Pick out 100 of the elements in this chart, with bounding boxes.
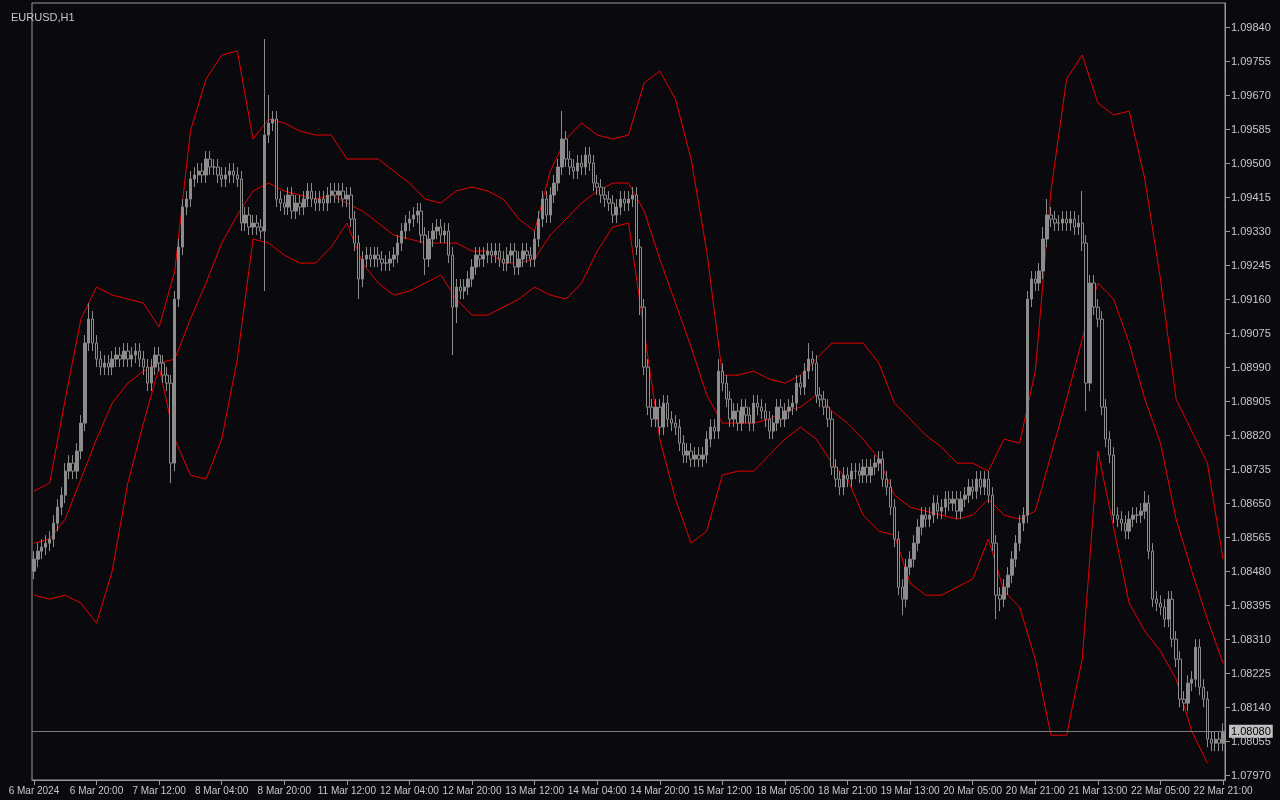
candlestick	[932, 494, 935, 524]
x-tick-label: 18 Mar 21:00	[818, 784, 878, 796]
candlestick	[44, 534, 47, 556]
candlestick	[576, 154, 579, 180]
candlestick	[740, 398, 744, 432]
y-tick-label: 1.09755	[1231, 55, 1271, 68]
candlestick	[322, 190, 325, 212]
candlestick	[865, 458, 869, 484]
x-tick-label: 20 Mar 05:00	[943, 784, 1003, 796]
x-tick-label: 14 Mar 20:00	[630, 784, 690, 796]
candlestick	[286, 186, 290, 216]
candlestick	[224, 166, 227, 188]
x-tick-label: 22 Mar 05:00	[1130, 784, 1191, 796]
candlestick	[506, 246, 509, 272]
ref-line-label: 1.08080	[1231, 725, 1271, 738]
candlestick	[850, 462, 853, 488]
y-tick-label: 1.08055	[1231, 735, 1271, 748]
candlestick	[627, 190, 630, 212]
x-tick-label: 14 Mar 04:00	[567, 784, 628, 796]
candlestick	[717, 358, 720, 440]
candlestick	[948, 490, 951, 512]
candlestick	[486, 242, 489, 264]
candlestick	[498, 242, 501, 268]
candlestick	[783, 402, 787, 428]
candlestick	[373, 246, 376, 268]
y-tick-label: 1.09670	[1231, 89, 1271, 102]
y-tick-label: 1.08905	[1231, 395, 1271, 408]
candlestick	[412, 206, 415, 228]
candlestick	[1127, 510, 1131, 540]
y-tick-label: 1.08735	[1231, 463, 1271, 476]
candlestick	[384, 254, 388, 272]
candlestick	[494, 242, 497, 264]
candlestick	[134, 342, 137, 364]
candlestick	[1124, 514, 1127, 540]
candlestick	[584, 146, 587, 176]
line-series	[33, 222, 1208, 764]
y-tick-label: 1.07970	[1231, 769, 1271, 782]
candlestick	[318, 190, 321, 212]
candlestick	[975, 470, 978, 500]
y-tick-label: 1.09500	[1231, 157, 1271, 170]
candlestick	[861, 458, 865, 484]
candlestick	[936, 494, 939, 520]
candlestick	[1214, 730, 1217, 752]
candlestick	[380, 250, 384, 272]
candlestick	[216, 158, 220, 184]
candlestick	[263, 38, 266, 292]
candlestick	[752, 394, 755, 432]
candlestick	[388, 250, 392, 272]
candlestick	[341, 182, 345, 208]
candlestick	[376, 246, 380, 268]
candlestick	[110, 350, 114, 376]
candlestick	[275, 110, 278, 208]
candlestick	[1061, 210, 1064, 232]
x-tick-label: 8 Mar 20:00	[257, 784, 312, 796]
y-tick-label: 1.09330	[1231, 225, 1271, 238]
x-tick-label: 11 Mar 12:00	[317, 784, 377, 796]
candlestick	[118, 346, 122, 368]
candlestick	[369, 246, 372, 268]
text: EURUSD,H1	[11, 10, 75, 23]
candlestick	[1057, 214, 1060, 232]
x-tick-label: 12 Mar 04:00	[379, 784, 440, 796]
x-tick-label: 8 Mar 04:00	[195, 784, 249, 796]
candlestick	[240, 170, 243, 232]
candlestick	[1069, 210, 1072, 232]
candlestick	[689, 442, 693, 468]
candlestick	[298, 194, 302, 216]
candlestick	[482, 246, 485, 268]
y-tick-label: 1.08310	[1231, 633, 1271, 646]
x-tick-label: 19 Mar 13:00	[880, 784, 941, 796]
x-tick-label: 22 Mar 21:00	[1193, 784, 1253, 796]
candlestick	[122, 342, 126, 368]
candlestick	[333, 182, 337, 204]
candlestick	[126, 342, 130, 368]
candlestick	[662, 394, 665, 436]
line-series	[33, 182, 1224, 664]
x-tick-label: 13 Mar 12:00	[505, 784, 565, 796]
x-tick-label: 15 Mar 12:00	[692, 784, 753, 796]
candlestick	[658, 398, 662, 436]
y-tick-label: 1.08990	[1231, 361, 1271, 374]
candlestick	[869, 458, 873, 484]
candlestick	[228, 162, 231, 184]
candlestick	[439, 218, 442, 244]
candlestick	[255, 214, 259, 236]
candlestick	[1135, 506, 1139, 524]
candlestick	[599, 178, 603, 204]
candlestick	[490, 242, 493, 264]
candlestick	[1053, 210, 1057, 232]
y-tick-label: 1.09245	[1231, 259, 1271, 272]
candlestick	[944, 490, 947, 516]
candlestick	[736, 402, 740, 432]
candlestick	[795, 374, 798, 412]
candlestick	[858, 462, 861, 484]
y-tick-label: 1.08820	[1231, 429, 1271, 442]
candlestick	[525, 242, 529, 264]
candlestick	[326, 186, 329, 212]
candlestick	[204, 150, 208, 184]
candlestick	[1065, 210, 1068, 232]
y-tick-label: 1.08225	[1231, 667, 1271, 680]
x-tick-label: 6 Mar 20:00	[69, 784, 124, 796]
candlestick	[310, 182, 313, 208]
